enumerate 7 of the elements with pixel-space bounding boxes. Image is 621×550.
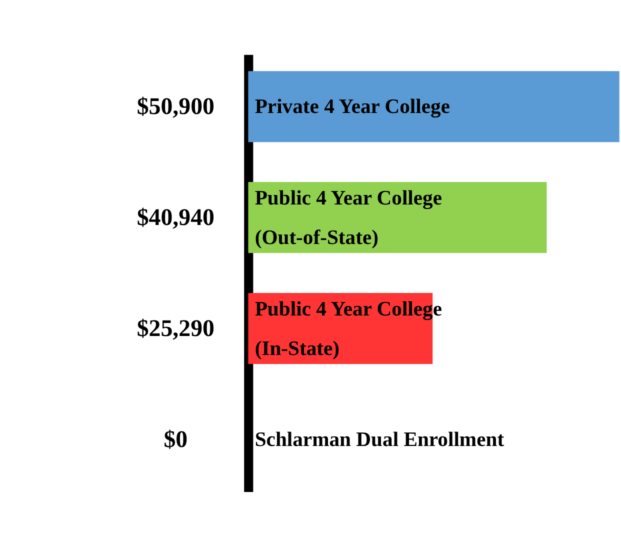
data-label: $25,290	[136, 316, 215, 342]
data-label: $40,940	[136, 204, 215, 231]
data-label: $50,900	[136, 94, 215, 120]
y-tick-label: Schlarman Dual Enrollment	[254, 429, 504, 452]
y-tick-label: Private 4 Year College	[254, 96, 450, 118]
y-tick-label: Public 4 Year College (Out-of-State)	[254, 187, 442, 249]
data-label: $0	[164, 426, 188, 453]
